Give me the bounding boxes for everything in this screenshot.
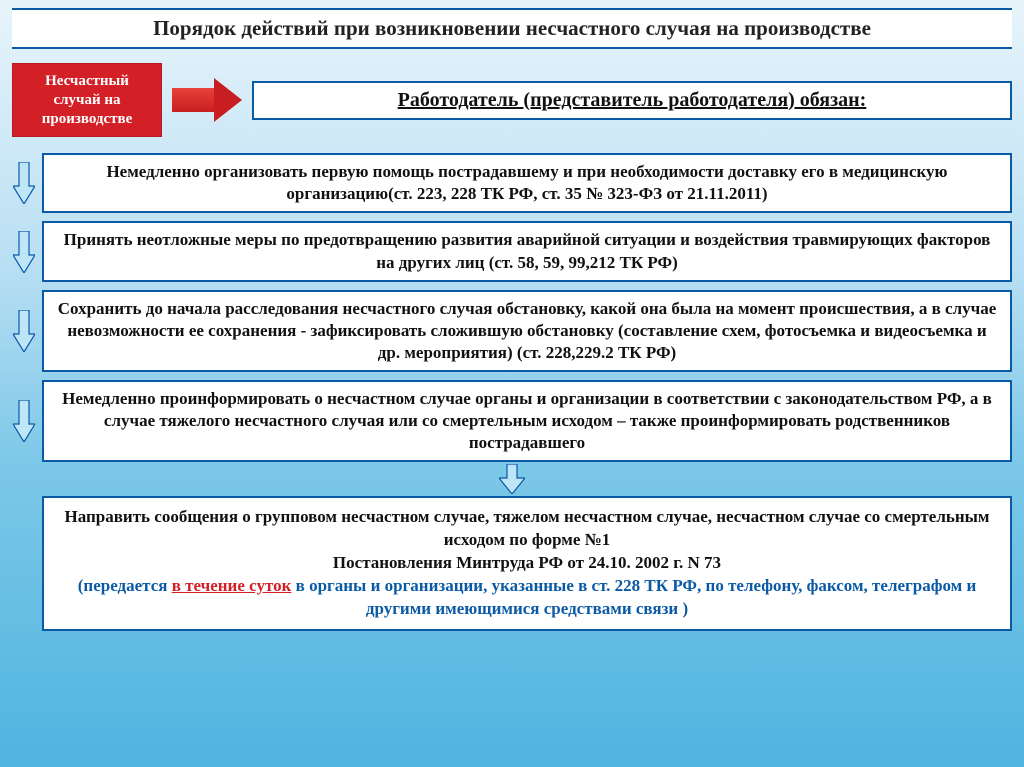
final-blue-line: (передается в течение суток в органы и о… <box>58 575 996 621</box>
step-4: Немедленно проинформировать о несчастном… <box>42 380 1012 462</box>
step-3: Сохранить до начала расследования несчас… <box>42 290 1012 372</box>
step-text: Немедленно проинформировать о несчастном… <box>42 380 1012 462</box>
steps-column: Немедленно организовать первую помощь по… <box>12 153 1012 462</box>
final-step: Направить сообщения о групповом несчастн… <box>42 496 1012 631</box>
step-1: Немедленно организовать первую помощь по… <box>42 153 1012 213</box>
arrow-down-icon <box>12 153 36 213</box>
final-line1: Направить сообщения о групповом несчастн… <box>58 506 996 552</box>
final-blue-prefix: (передается <box>78 576 172 595</box>
employer-heading: Работодатель (представитель работодателя… <box>252 81 1012 120</box>
arrow-down-icon <box>12 290 36 372</box>
header-row: Несчастный случай на производстве Работо… <box>12 63 1012 137</box>
step-text: Немедленно организовать первую помощь по… <box>42 153 1012 213</box>
step-text: Сохранить до начала расследования несчас… <box>42 290 1012 372</box>
arrow-down-icon <box>12 380 36 462</box>
final-red-underline: в течение суток <box>172 576 292 595</box>
final-line2: Постановления Минтруда РФ от 24.10. 2002… <box>58 552 996 575</box>
page-title: Порядок действий при возникновении несча… <box>12 8 1012 49</box>
step-2: Принять неотложные меры по предотвращени… <box>42 221 1012 281</box>
arrow-right-icon <box>172 78 242 122</box>
accident-label: Несчастный случай на производстве <box>12 63 162 137</box>
arrow-down-center-icon <box>12 464 1012 494</box>
step-text: Принять неотложные меры по предотвращени… <box>42 221 1012 281</box>
arrow-down-icon <box>12 221 36 281</box>
final-blue-suffix: в органы и организации, указанные в ст. … <box>291 576 976 618</box>
